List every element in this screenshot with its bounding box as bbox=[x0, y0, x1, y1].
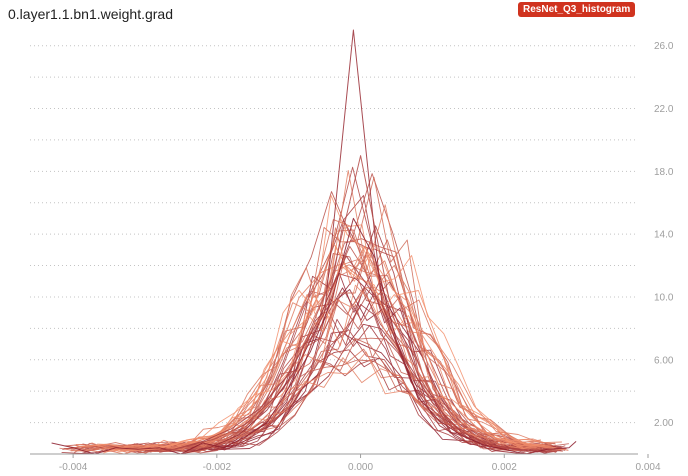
histogram-series-line bbox=[101, 265, 545, 451]
y-tick-label: 2.00 bbox=[654, 418, 674, 429]
histogram-series-line bbox=[159, 155, 534, 453]
y-tick-label: 18.0 bbox=[654, 167, 674, 178]
histogram-series-line bbox=[103, 224, 540, 454]
histogram-series-line bbox=[180, 29, 526, 455]
histogram-series-line bbox=[61, 195, 565, 454]
x-tick-label: 0.004 bbox=[635, 462, 660, 473]
histogram-series-line bbox=[144, 227, 542, 450]
histogram-series-line bbox=[107, 173, 555, 451]
histogram-series-line bbox=[144, 255, 548, 453]
histogram-series-line bbox=[120, 245, 565, 451]
histogram-series-line bbox=[144, 286, 567, 452]
x-tick-label: -0.002 bbox=[203, 462, 232, 473]
x-tick-label: -0.004 bbox=[59, 462, 88, 473]
series-group bbox=[51, 29, 577, 455]
histogram-series-line bbox=[64, 229, 541, 451]
run-badge[interactable]: ResNet_Q3_histogram bbox=[518, 2, 636, 17]
y-tick-label: 26.0 bbox=[654, 41, 674, 52]
x-tick-label: 0.002 bbox=[492, 462, 517, 473]
x-tick-label: 0.000 bbox=[348, 462, 373, 473]
histogram-series-line bbox=[143, 258, 560, 453]
y-tick-label: 10.0 bbox=[654, 292, 674, 303]
histogram-series-line bbox=[118, 351, 538, 451]
histogram-series-line bbox=[70, 169, 552, 452]
chart-title: 0.layer1.1.bn1.weight.grad bbox=[8, 6, 173, 22]
histogram-series-line bbox=[137, 289, 554, 451]
y-tick-label: 14.0 bbox=[654, 230, 674, 241]
axis-group: 2.00 6.00 10.0 14.0 18.0 22.0 26.0 -0.004 -0.002… bbox=[30, 41, 674, 473]
histogram-series-line bbox=[76, 241, 568, 453]
histogram-series-line bbox=[51, 217, 577, 455]
histogram-series-line bbox=[128, 296, 569, 452]
y-tick-label: 22.0 bbox=[654, 104, 674, 115]
y-tick-label: 6.00 bbox=[654, 355, 674, 366]
